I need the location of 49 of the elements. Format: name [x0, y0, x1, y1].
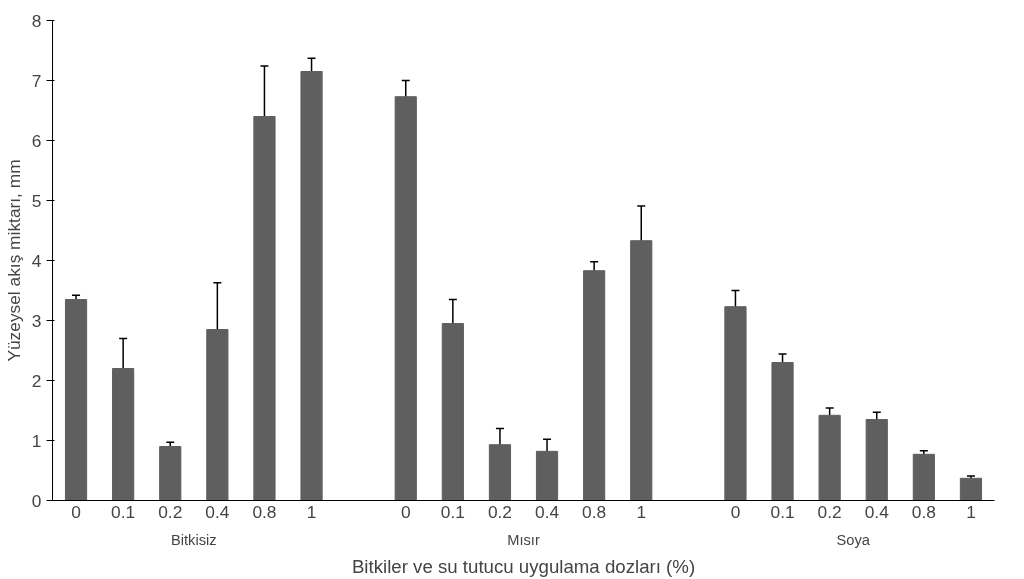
y-tick-label: 8	[31, 10, 42, 31]
bar	[300, 71, 323, 501]
x-tick-label: 1	[966, 501, 976, 522]
x-tick-label: 0.2	[487, 501, 512, 522]
bar	[112, 368, 135, 501]
bar	[535, 450, 559, 501]
bar	[441, 323, 464, 501]
y-tick-label: 2	[31, 370, 42, 391]
y-tick-label: 3	[31, 310, 42, 331]
bar	[912, 453, 935, 501]
x-tick-label: 0	[400, 501, 411, 522]
y-tick-label: 6	[31, 130, 42, 151]
x-tick-label: 0.2	[158, 501, 183, 522]
text: Bitkisiz	[171, 531, 217, 548]
y-axis-title: Yüzeysel akış miktarı, mm	[3, 159, 24, 362]
x-tick-label: 0.8	[911, 501, 936, 522]
bar	[488, 444, 512, 501]
text: Mısır	[507, 531, 540, 548]
x-tick-label: 0.2	[817, 501, 842, 522]
bar	[206, 329, 229, 501]
bar	[583, 270, 606, 501]
bar	[724, 306, 747, 501]
bar	[771, 362, 794, 501]
x-tick-label: 0.8	[252, 501, 277, 522]
x-tick-label: 1	[306, 501, 317, 522]
y-tick-label: 5	[31, 190, 42, 211]
x-tick-label: 0.1	[440, 501, 465, 522]
text: Soya	[836, 531, 871, 548]
x-tick-label: 1	[636, 501, 647, 522]
bar	[253, 116, 276, 501]
bar	[394, 96, 417, 501]
x-axis-title: Bitkiler ve su tutucu uygulama dozları (%)	[351, 555, 696, 577]
x-tick-label: 0.1	[770, 501, 795, 522]
bar	[818, 414, 841, 501]
x-tick-label: 0.4	[535, 501, 560, 522]
bar	[959, 477, 983, 501]
x-tick-label: 0.4	[205, 501, 230, 522]
bar	[159, 446, 182, 501]
bar	[865, 419, 888, 501]
y-tick-label: 1	[31, 430, 42, 451]
x-tick-label: 0	[730, 501, 741, 522]
bar	[64, 299, 88, 501]
x-tick-label: 0.1	[111, 501, 136, 522]
bar	[630, 240, 653, 501]
y-tick-label: 4	[31, 250, 42, 271]
x-tick-label: 0.4	[864, 501, 890, 522]
y-tick-label: 7	[31, 70, 42, 91]
x-tick-label: 0	[71, 501, 81, 522]
x-tick-label: 0.8	[582, 501, 607, 522]
